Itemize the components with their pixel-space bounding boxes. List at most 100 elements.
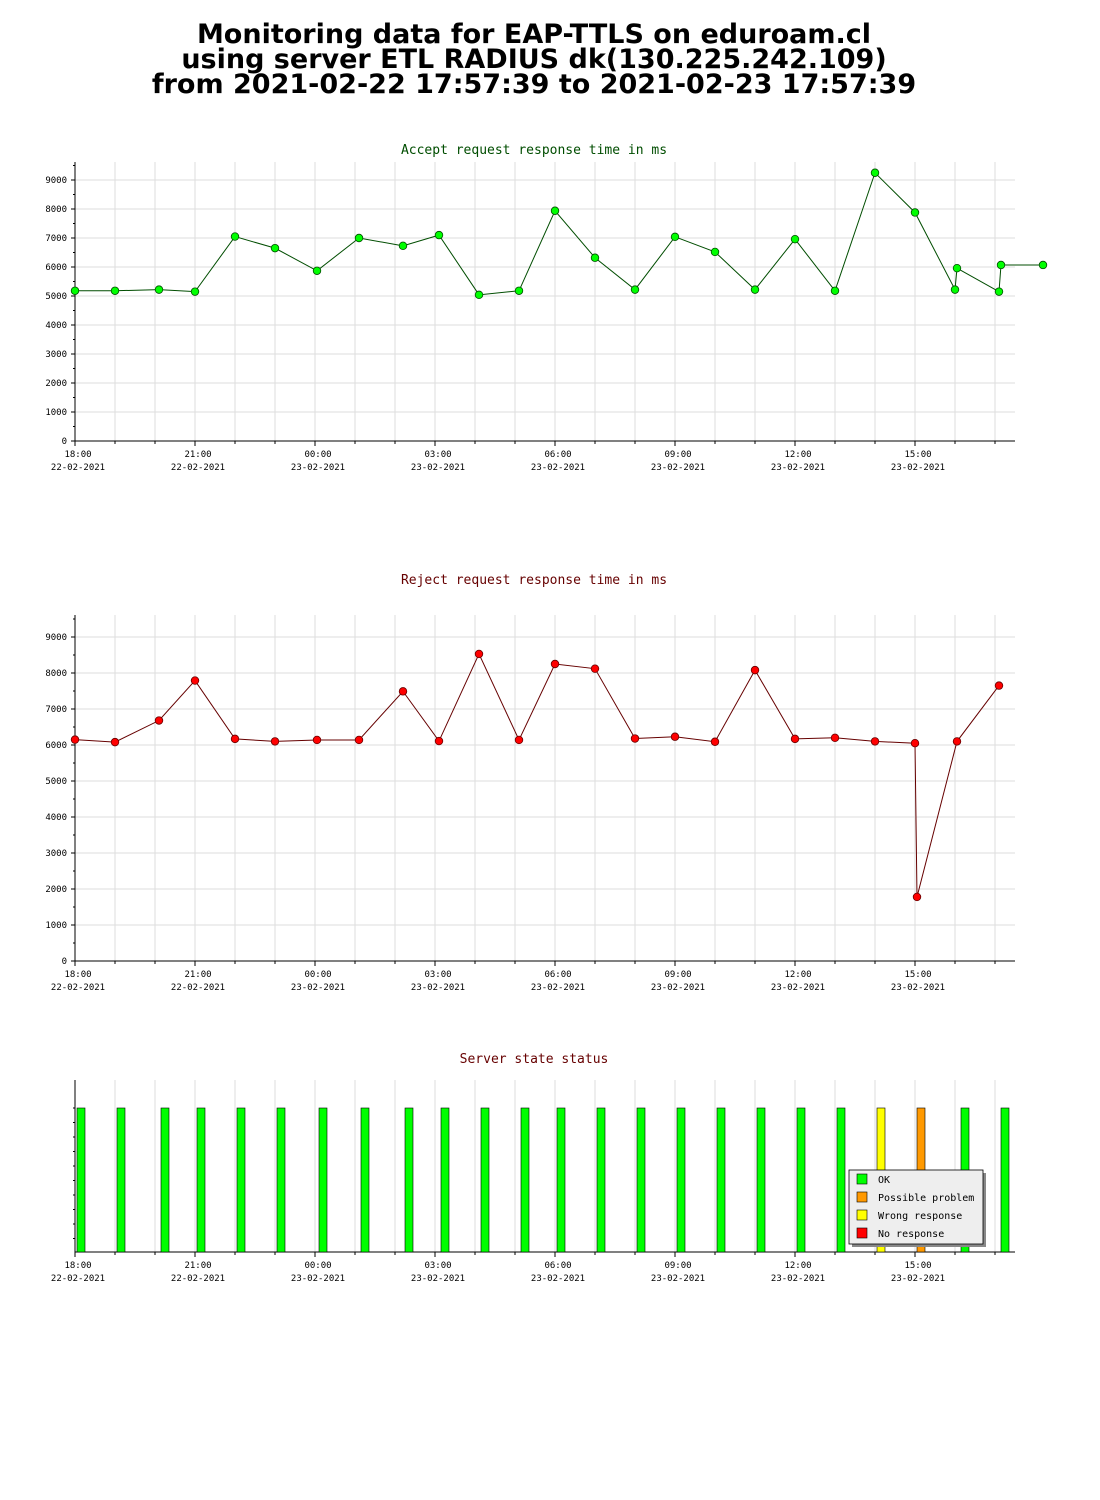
x-tick-label-date: 23-02-2021: [411, 463, 465, 473]
x-tick-label-time: 18:00: [64, 450, 91, 460]
data-point: [952, 263, 962, 273]
data-point: [830, 286, 840, 295]
x-tick-label-date: 23-02-2021: [411, 1274, 465, 1284]
page-title-line-3: from 2021-02-22 17:57:39 to 2021-02-23 1…: [151, 69, 917, 100]
data-point: [398, 241, 408, 251]
page-title-line-2: using server ETL RADIUS dk(130.225.242.1…: [181, 44, 887, 75]
x-tick-label-date: 23-02-2021: [291, 463, 345, 473]
y-tick-label: 5000: [45, 777, 67, 787]
y-tick-label: 6000: [45, 263, 67, 273]
x-tick-label-time: 03:00: [424, 450, 451, 460]
data-point: [354, 735, 364, 745]
x-tick-label-time: 09:00: [664, 450, 691, 460]
x-tick-label-time: 03:00: [424, 970, 451, 980]
data-point: [912, 892, 922, 902]
data-point: [590, 664, 600, 673]
chart-title: Server state status: [460, 1052, 609, 1067]
data-point: [670, 732, 680, 741]
x-tick-label-time: 00:00: [304, 970, 331, 980]
data-point: [474, 649, 484, 659]
data-point: [312, 266, 322, 275]
y-tick-label: 3000: [45, 350, 67, 360]
x-tick-label-time: 15:00: [904, 970, 931, 980]
x-tick-label-date: 22-02-2021: [51, 983, 105, 993]
data-point: [514, 735, 524, 745]
status-bar: [404, 1107, 414, 1253]
x-tick-label-date: 23-02-2021: [291, 1274, 345, 1284]
x-tick-label-date: 23-02-2021: [771, 463, 825, 473]
x-tick-label-date: 22-02-2021: [171, 983, 225, 993]
y-tick-label: 7000: [45, 705, 67, 715]
y-tick-label: 8000: [45, 205, 67, 215]
y-tick-label: 7000: [45, 234, 67, 244]
data-point: [670, 232, 680, 242]
data-point: [550, 206, 560, 215]
chart-title: Accept request response time in ms: [401, 143, 667, 158]
data-point: [270, 243, 280, 253]
data-point: [590, 253, 600, 262]
x-tick-label-date: 23-02-2021: [651, 983, 705, 993]
data-point: [70, 286, 80, 295]
x-tick-label-date: 23-02-2021: [291, 983, 345, 993]
data-point: [750, 285, 760, 294]
legend-label: OK: [878, 1175, 890, 1186]
data-point: [910, 208, 920, 217]
status-bar: [520, 1107, 530, 1253]
data-point: [952, 737, 962, 746]
data-point: [910, 739, 920, 748]
status-bar: [318, 1107, 328, 1253]
status-bar: [360, 1107, 370, 1253]
x-tick-label-time: 09:00: [664, 970, 691, 980]
data-point: [434, 230, 444, 240]
page-title: Monitoring data for EAP-TTLS on eduroam.…: [0, 21, 1068, 100]
x-tick-label-time: 09:00: [664, 1261, 691, 1271]
legend-swatch: [856, 1191, 868, 1203]
data-point: [474, 290, 484, 300]
data-point: [70, 735, 80, 744]
chart-2: Reject request response time in ms 0 1000 2…: [45, 573, 1015, 993]
data-point: [110, 737, 120, 747]
x-tick-label-date: 23-02-2021: [891, 983, 945, 993]
x-tick-label-date: 23-02-2021: [531, 1274, 585, 1284]
data-point: [710, 737, 720, 746]
data-point: [230, 734, 240, 744]
x-tick-label-date: 23-02-2021: [771, 1274, 825, 1284]
status-bar: [636, 1107, 646, 1253]
x-tick-label-date: 22-02-2021: [171, 463, 225, 473]
data-point: [270, 737, 280, 746]
legend-swatch: [856, 1227, 868, 1239]
y-tick-label: 4000: [45, 813, 67, 823]
status-bar: [160, 1107, 170, 1253]
x-tick-label-time: 06:00: [544, 970, 571, 980]
legend-swatch: [856, 1173, 868, 1185]
data-point: [230, 232, 240, 241]
x-tick-label-date: 23-02-2021: [651, 1274, 705, 1284]
x-tick-label-date: 23-02-2021: [651, 463, 705, 473]
x-tick-label-time: 12:00: [784, 1261, 811, 1271]
data-point: [398, 687, 408, 696]
x-tick-label-date: 23-02-2021: [891, 1274, 945, 1284]
x-tick-label-time: 18:00: [64, 1261, 91, 1271]
x-tick-label-time: 06:00: [544, 1261, 571, 1271]
data-point: [996, 260, 1006, 270]
chart-3: Server state status 18:00 22-02-2021 21:00 2…: [51, 1052, 1015, 1284]
status-bar: [756, 1107, 766, 1253]
data-point: [790, 234, 800, 244]
data-point: [434, 736, 444, 746]
legend-label: No response: [878, 1229, 944, 1240]
status-bar: [716, 1107, 726, 1253]
status-bar: [116, 1107, 126, 1253]
data-point: [870, 168, 880, 177]
x-tick-label-time: 21:00: [184, 1261, 211, 1271]
data-point: [154, 716, 164, 725]
data-point: [630, 734, 640, 743]
series-line: [75, 171, 1043, 296]
status-bar: [556, 1107, 566, 1253]
status-bar: [836, 1107, 846, 1253]
data-point: [514, 286, 524, 295]
x-tick-label-date: 22-02-2021: [51, 1274, 105, 1284]
data-point: [710, 247, 720, 257]
status-bar: [1000, 1107, 1010, 1253]
data-point: [354, 233, 364, 243]
